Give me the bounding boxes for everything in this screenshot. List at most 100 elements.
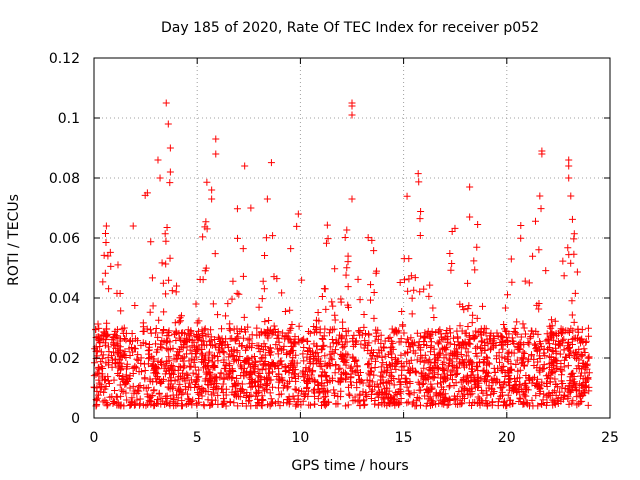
data-point [582, 339, 590, 347]
data-point [228, 295, 236, 303]
data-point [507, 255, 515, 263]
data-point [387, 377, 395, 385]
data-point [162, 260, 170, 268]
data-point [305, 387, 313, 395]
data-point [545, 353, 553, 361]
data-point [498, 388, 506, 396]
data-point [420, 341, 428, 348]
data-point [123, 363, 131, 371]
data-point [146, 308, 154, 316]
data-point [452, 370, 460, 378]
data-point [115, 372, 123, 380]
data-point [361, 400, 369, 408]
data-point [341, 234, 349, 242]
data-point [267, 159, 275, 167]
data-point [562, 327, 570, 335]
data-point [436, 349, 444, 357]
data-point [344, 351, 352, 359]
data-point [356, 326, 364, 334]
data-point [265, 317, 273, 325]
data-point [240, 372, 248, 380]
data-point [436, 390, 444, 398]
data-point [239, 272, 247, 280]
data-point [309, 348, 317, 356]
data-point [561, 353, 569, 361]
data-point [134, 337, 142, 345]
data-point [105, 380, 113, 388]
data-point [426, 348, 434, 356]
data-point [285, 368, 293, 376]
data-point [557, 366, 565, 374]
data-point [427, 385, 435, 393]
x-tick-label: 20 [498, 430, 516, 446]
data-point [430, 314, 438, 322]
data-point [128, 337, 136, 345]
data-point [101, 269, 109, 277]
data-point [528, 396, 536, 404]
data-point [233, 289, 241, 297]
data-point [580, 345, 588, 353]
data-point [585, 332, 593, 340]
data-point [416, 232, 424, 240]
data-point-peak [208, 186, 216, 194]
data-point [522, 379, 530, 387]
data-point [478, 397, 486, 405]
data-point [347, 370, 355, 378]
data-point [289, 347, 297, 355]
data-point [124, 377, 132, 385]
data-point [171, 319, 179, 327]
data-point [161, 370, 169, 378]
data-point [447, 349, 455, 357]
data-point [395, 327, 403, 335]
data-point [144, 393, 152, 401]
data-point [576, 398, 584, 406]
data-point [294, 372, 302, 380]
data-point [143, 325, 151, 333]
data-point [569, 369, 577, 377]
data-point [176, 348, 184, 356]
data-point [381, 337, 389, 345]
data-point [463, 372, 471, 380]
data-point [304, 327, 312, 335]
data-point [318, 334, 326, 342]
data-point [292, 351, 300, 359]
data-point [176, 380, 184, 388]
data-point [136, 400, 144, 408]
data-point [398, 307, 406, 315]
data-point [266, 344, 274, 352]
data-point [293, 400, 301, 408]
data-point [208, 342, 216, 350]
data-point [489, 379, 497, 387]
data-point [113, 340, 121, 348]
data-point [222, 391, 230, 399]
data-point [552, 349, 560, 357]
data-point [150, 357, 158, 365]
data-point [573, 401, 581, 409]
data-point [559, 379, 567, 387]
data-point [516, 339, 524, 347]
data-point [198, 332, 206, 340]
data-point [488, 398, 496, 406]
data-point [469, 371, 477, 379]
data-point [268, 330, 276, 338]
data-point [325, 398, 333, 406]
data-point [233, 234, 241, 242]
data-point [430, 358, 438, 366]
data-point [247, 376, 255, 384]
data-point [525, 279, 533, 287]
data-point [126, 401, 134, 409]
data-point [145, 355, 153, 363]
data-point [219, 338, 227, 346]
data-point [106, 393, 114, 401]
data-point [447, 266, 455, 274]
data-point [359, 388, 367, 396]
data-point [252, 388, 260, 396]
data-point [412, 369, 420, 377]
data-point [126, 384, 134, 392]
data-point [143, 189, 151, 197]
data-point [319, 368, 327, 376]
data-point [273, 372, 281, 380]
data-point [247, 383, 255, 391]
data-point [122, 336, 130, 344]
data-point [186, 346, 194, 354]
